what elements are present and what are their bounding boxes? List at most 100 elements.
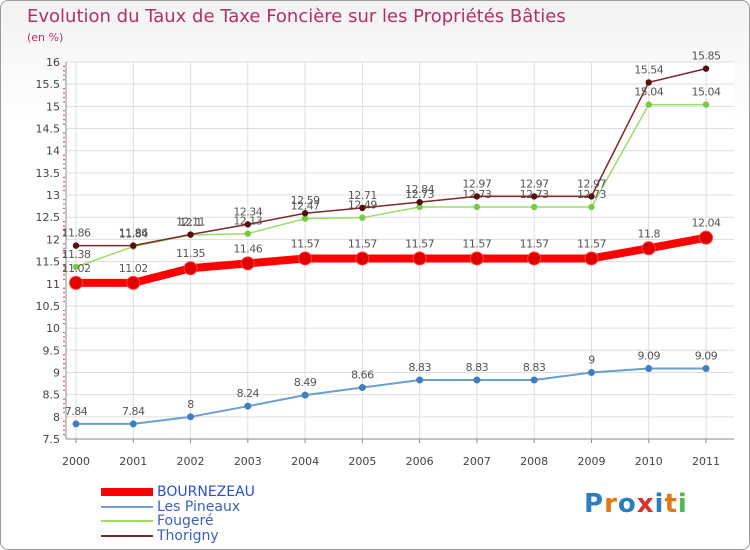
y-tick-label: 14 (46, 145, 60, 158)
y-minor-tick (63, 247, 65, 250)
data-point (587, 368, 595, 376)
legend-swatch (101, 520, 153, 523)
data-label: 11.57 (291, 237, 320, 250)
y-minor-tick (63, 345, 65, 347)
y-minor-tick (63, 163, 65, 165)
data-point (645, 364, 653, 372)
y-minor-tick (63, 141, 65, 143)
y-minor-tick (63, 398, 65, 400)
data-label: 9.09 (695, 349, 718, 362)
x-tick-label: 2004 (291, 455, 319, 468)
data-point (130, 242, 137, 249)
legend-item: Thorigny (101, 527, 255, 544)
data-label: 7.84 (122, 405, 145, 418)
legend: BOURNEZEAU Les Pineaux Fougeré Thorigny (101, 485, 255, 543)
data-point (702, 364, 710, 372)
y-minor-tick (63, 300, 65, 303)
y-minor-tick (63, 331, 65, 334)
y-minor-tick (63, 424, 65, 427)
data-point (301, 391, 309, 399)
data-label: 11.57 (520, 237, 549, 250)
data-label: 11.02 (62, 262, 91, 275)
data-point (358, 384, 366, 392)
y-minor-tick (63, 318, 65, 321)
data-point (641, 241, 656, 256)
y-tick-label: 13.5 (36, 167, 61, 180)
data-point (359, 214, 366, 221)
y-minor-tick (63, 384, 65, 387)
data-point (355, 251, 370, 266)
y-minor-tick (63, 309, 65, 312)
y-minor-tick (63, 185, 65, 187)
legend-swatch (101, 505, 153, 508)
series-line (72, 233, 710, 287)
data-point (469, 251, 484, 266)
data-point (187, 231, 194, 238)
data-label: 11.57 (462, 237, 491, 250)
data-label: 11.35 (176, 247, 205, 260)
y-minor-tick (63, 278, 65, 281)
legend-swatch (101, 534, 153, 537)
y-minor-tick (63, 314, 65, 316)
data-point (584, 251, 599, 266)
data-label: 8 (187, 398, 194, 411)
data-label: 12.97 (462, 177, 491, 190)
data-label: 9.09 (637, 349, 660, 362)
data-point (588, 193, 595, 200)
data-label: 12.59 (291, 194, 320, 207)
y-minor-tick (63, 340, 65, 343)
data-point (126, 275, 141, 290)
y-minor-tick (63, 358, 65, 360)
logo-letter: r (604, 489, 618, 519)
data-label: 15.54 (634, 63, 663, 76)
y-minor-tick (63, 203, 65, 205)
data-label: 12.1 (179, 216, 202, 229)
data-point (129, 420, 137, 428)
data-label: 11.02 (119, 262, 148, 275)
logo-letter: x (636, 489, 655, 519)
data-point (588, 203, 595, 211)
x-tick-label: 2005 (348, 455, 376, 468)
data-point (645, 79, 652, 86)
data-point (244, 402, 252, 410)
y-minor-tick (63, 376, 65, 378)
data-point (702, 101, 710, 108)
data-point (530, 193, 538, 200)
y-tick-label: 11.5 (36, 256, 61, 269)
legend-item: Les Pineaux (101, 499, 255, 515)
y-minor-tick (63, 136, 65, 139)
y-minor-tick (63, 353, 65, 356)
y-tick-label: 10 (46, 322, 60, 335)
y-minor-tick (63, 265, 65, 267)
data-label: 15.85 (692, 50, 721, 63)
data-label: 8.83 (466, 361, 489, 374)
y-tick-label: 10.5 (36, 300, 61, 313)
legend-swatch (101, 488, 153, 497)
data-point (412, 251, 427, 266)
data-point (699, 230, 713, 245)
y-minor-tick (63, 336, 65, 338)
data-point (72, 242, 80, 249)
y-minor-tick (63, 74, 65, 77)
data-label: 12.97 (520, 177, 549, 190)
x-tick-label: 2000 (62, 455, 90, 468)
data-point (473, 376, 481, 384)
y-minor-tick (63, 65, 65, 68)
y-minor-tick (63, 411, 65, 414)
chart-title: Evolution du Taux de Taxe Foncière sur l… (27, 6, 566, 27)
y-minor-tick (63, 274, 65, 276)
x-tick-label: 2010 (635, 455, 663, 468)
series-line (75, 367, 707, 425)
data-point (416, 203, 423, 211)
data-point (645, 101, 652, 108)
logo-letter: t (664, 489, 678, 519)
data-label: 12.34 (233, 205, 262, 218)
legend-label: Thorigny (157, 527, 219, 544)
data-point (72, 263, 80, 271)
y-minor-tick (63, 154, 65, 156)
data-label: 12.84 (405, 183, 434, 196)
y-minor-tick (63, 322, 65, 325)
y-minor-tick (63, 407, 65, 409)
data-point (301, 215, 309, 222)
data-point (298, 251, 313, 266)
